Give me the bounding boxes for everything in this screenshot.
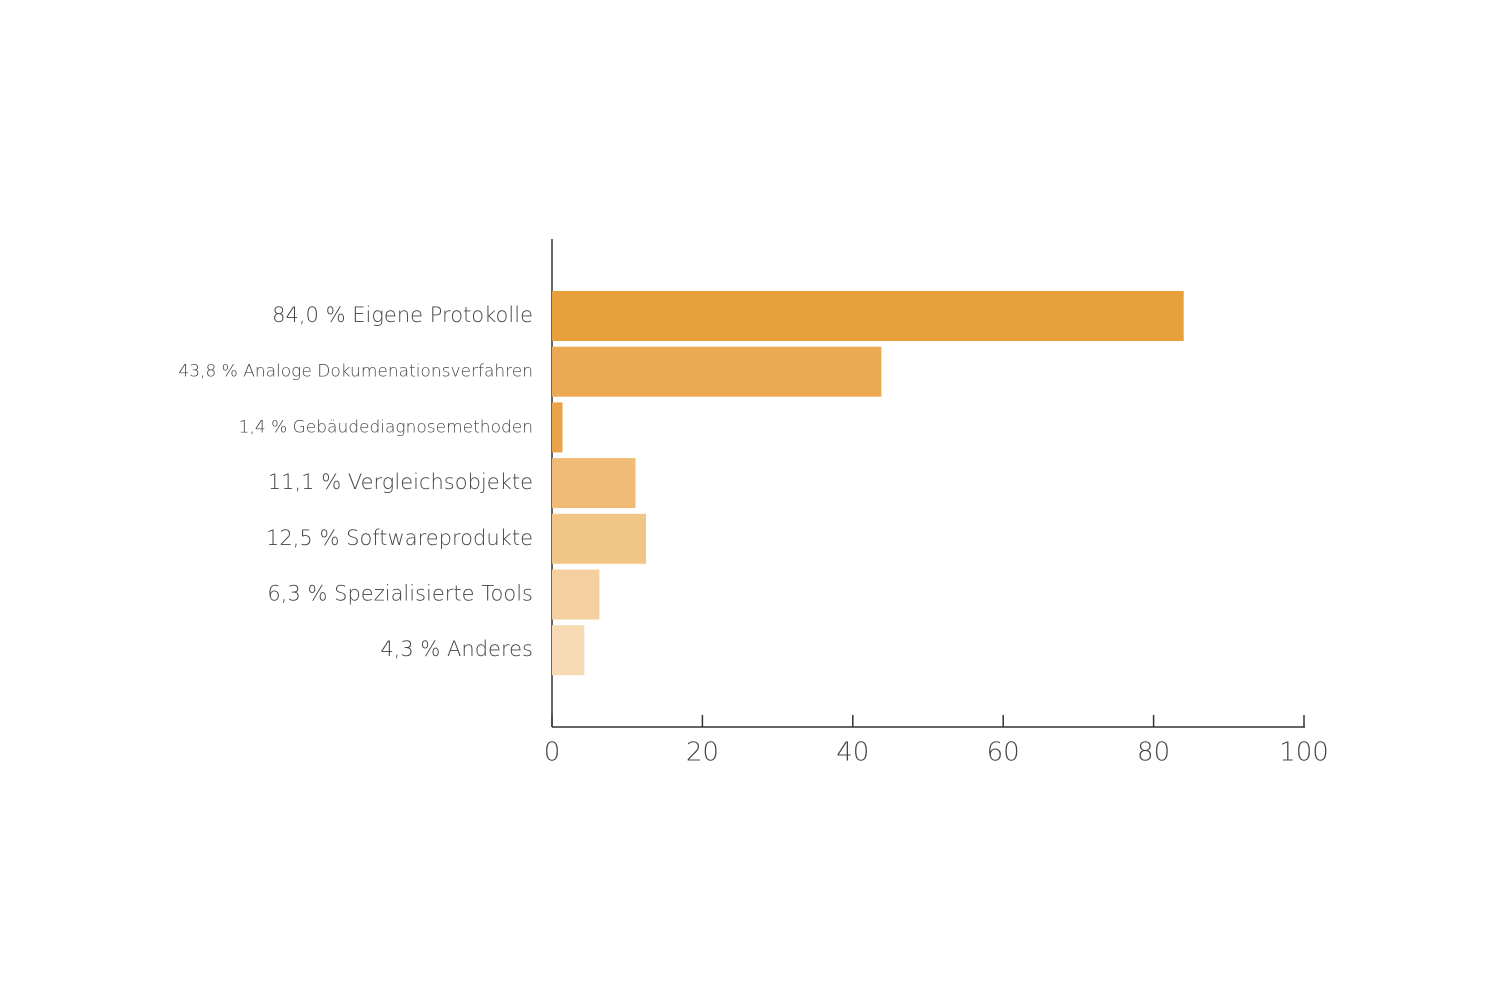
value-label: 4,3 % xyxy=(380,637,440,661)
category-label: 4,3 % Anderes xyxy=(380,637,533,661)
bar xyxy=(552,513,646,564)
value-label: 84,0 % xyxy=(272,303,345,327)
value-label: 43,8 % xyxy=(178,362,237,382)
category-label: 1,4 % Gebäudediagnosemethoden xyxy=(239,417,533,437)
bar xyxy=(552,625,585,676)
value-label: 1,4 % xyxy=(239,417,288,437)
category-label: 6,3 % Spezialisierte Tools xyxy=(267,582,533,606)
x-tick-label: 60 xyxy=(987,738,1020,768)
category-name: Spezialisierte Tools xyxy=(334,582,533,606)
category-label: 43,8 % Analoge Dokumenationsverfahren xyxy=(178,362,533,382)
x-tick-label: 40 xyxy=(836,738,869,768)
category-label: 12,5 % Softwareprodukte xyxy=(266,526,533,550)
bar xyxy=(552,402,563,453)
bar xyxy=(552,458,636,509)
category-name: Gebäudediagnosemethoden xyxy=(293,417,533,437)
category-label: 11,1 % Vergleichsobjekte xyxy=(268,470,533,494)
category-name: Anderes xyxy=(447,637,533,661)
category-name: Eigene Protokolle xyxy=(352,303,533,327)
x-tick-label: 20 xyxy=(686,738,719,768)
x-tick-label: 80 xyxy=(1137,738,1170,768)
value-label: 11,1 % xyxy=(268,470,341,494)
category-name: Vergleichsobjekte xyxy=(348,470,533,494)
x-tick-label: 0 xyxy=(544,738,561,768)
category-name: Analoge Dokumenationsverfahren xyxy=(243,362,533,382)
bar xyxy=(552,291,1184,341)
category-label: 84,0 % Eigene Protokolle xyxy=(272,303,533,327)
value-label: 6,3 % xyxy=(267,582,327,606)
x-tick-label: 100 xyxy=(1279,738,1329,768)
category-name: Softwareprodukte xyxy=(346,526,533,550)
value-label: 12,5 % xyxy=(266,526,339,550)
bar xyxy=(552,346,882,397)
bar xyxy=(552,569,600,620)
